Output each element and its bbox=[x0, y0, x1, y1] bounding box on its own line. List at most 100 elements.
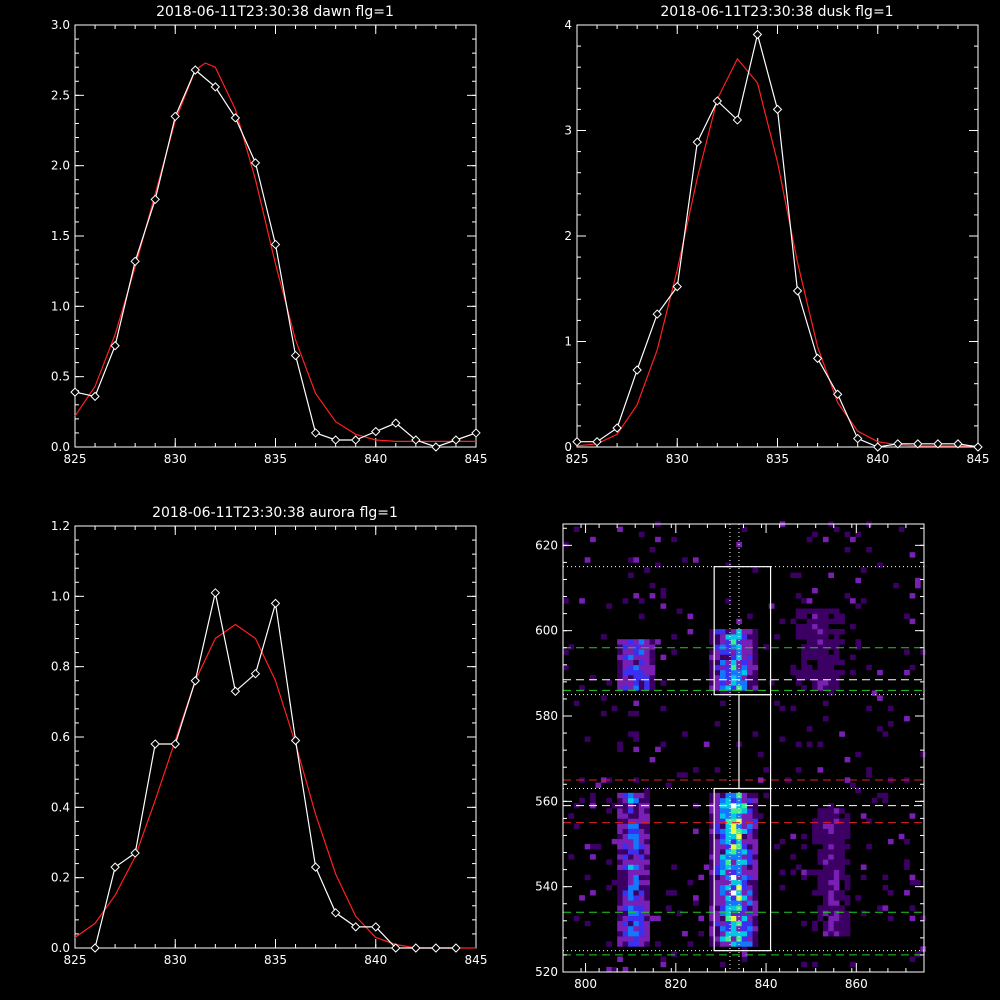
heatmap-cell bbox=[633, 915, 640, 922]
heatmap-cell bbox=[725, 890, 732, 896]
dawn-data-point bbox=[411, 435, 421, 445]
heatmap-cell bbox=[709, 828, 715, 834]
heatmap-cell bbox=[671, 649, 677, 655]
dusk-data-point bbox=[632, 365, 642, 375]
heatmap-x-tick-label: 800 bbox=[574, 977, 597, 991]
heatmap-y-tick-label: 620 bbox=[535, 538, 558, 552]
heatmap-cell bbox=[628, 818, 634, 824]
heatmap-cell bbox=[617, 741, 623, 747]
heatmap-cell bbox=[871, 797, 878, 804]
heatmap-cell bbox=[806, 664, 813, 671]
heatmap-cell bbox=[649, 639, 656, 645]
heatmap-cell bbox=[828, 828, 834, 834]
heatmap-cell bbox=[779, 736, 786, 742]
heatmap-cell bbox=[741, 874, 748, 881]
heatmap-cell bbox=[839, 849, 845, 855]
heatmap-cell bbox=[752, 818, 759, 824]
heatmap-cell bbox=[725, 920, 732, 927]
heatmap-cell bbox=[833, 526, 840, 532]
heatmap-cell bbox=[736, 675, 742, 681]
heatmap-cell bbox=[622, 849, 629, 855]
heatmap-cell bbox=[752, 874, 759, 881]
heatmap-cell bbox=[839, 869, 845, 875]
heatmap-cell bbox=[649, 644, 656, 650]
heatmap-cell bbox=[671, 864, 677, 870]
heatmap-cell bbox=[638, 859, 645, 865]
heatmap-cell bbox=[801, 654, 807, 660]
heatmap-cell bbox=[725, 634, 732, 640]
dawn-y-tick-label: 3.0 bbox=[51, 18, 70, 32]
heatmap-cell bbox=[714, 818, 721, 824]
heatmap-cell bbox=[828, 844, 834, 850]
heatmap-cell bbox=[752, 644, 759, 650]
heatmap-cell bbox=[855, 531, 862, 538]
heatmap-cell bbox=[622, 900, 629, 906]
heatmap-cell bbox=[822, 833, 829, 840]
heatmap-cell bbox=[752, 900, 759, 906]
heatmap-cell bbox=[644, 567, 650, 573]
heatmap-cell bbox=[817, 654, 824, 660]
heatmap-cell bbox=[611, 705, 618, 712]
heatmap-cell bbox=[720, 659, 726, 666]
heatmap-cell bbox=[579, 598, 585, 604]
heatmap-cell bbox=[822, 664, 829, 671]
heatmap-cell bbox=[752, 885, 759, 891]
heatmap-cell bbox=[828, 900, 834, 906]
heatmap-cell bbox=[882, 885, 889, 891]
heatmap-cell bbox=[806, 623, 813, 630]
heatmap-cell bbox=[817, 675, 824, 681]
heatmap-cell bbox=[638, 936, 645, 942]
heatmap-cell bbox=[649, 659, 656, 666]
heatmap-cell bbox=[682, 772, 688, 778]
heatmap-cell bbox=[622, 905, 629, 911]
dawn-data-point bbox=[150, 194, 160, 205]
heatmap-cell bbox=[709, 854, 715, 860]
heatmap-cell bbox=[709, 808, 715, 814]
heatmap-cell bbox=[622, 838, 629, 845]
heatmap-cell bbox=[655, 941, 661, 947]
heatmap-cell bbox=[730, 649, 737, 655]
heatmap-cell bbox=[822, 895, 829, 901]
heatmap-cell bbox=[828, 813, 834, 819]
heatmap-cell bbox=[752, 629, 759, 635]
heatmap-cell bbox=[801, 608, 807, 614]
heatmap-cell bbox=[725, 823, 732, 829]
heatmap-cell bbox=[611, 879, 618, 886]
heatmap-cell bbox=[644, 905, 650, 911]
heatmap-cell bbox=[752, 731, 759, 737]
heatmap-cell bbox=[709, 664, 715, 671]
heatmap-cell bbox=[844, 777, 851, 783]
heatmap-cell bbox=[828, 669, 834, 676]
heatmap-cell bbox=[839, 890, 845, 896]
aurora-y-tick-label: 0.0 bbox=[51, 941, 70, 955]
heatmap-cell bbox=[617, 905, 623, 911]
heatmap-cell bbox=[725, 649, 732, 655]
aurora-data-point bbox=[110, 862, 120, 872]
heatmap-cell bbox=[725, 803, 732, 809]
heatmap-cell bbox=[817, 669, 824, 676]
heatmap-cell bbox=[817, 885, 824, 891]
heatmap-cell bbox=[638, 639, 645, 645]
heatmap-cell bbox=[644, 797, 650, 804]
dawn-data-point bbox=[371, 426, 381, 437]
heatmap-cell bbox=[633, 731, 640, 737]
heatmap-cell bbox=[795, 593, 802, 599]
heatmap-cell bbox=[644, 828, 650, 834]
heatmap-cell bbox=[622, 931, 629, 937]
heatmap-cell bbox=[817, 813, 824, 819]
heatmap-cell bbox=[828, 803, 834, 809]
heatmap-cell bbox=[741, 915, 748, 922]
heatmap-cell bbox=[887, 705, 894, 712]
heatmap-cell bbox=[795, 572, 802, 578]
heatmap-cell bbox=[709, 874, 715, 881]
heatmap-cell bbox=[741, 639, 748, 645]
heatmap-cell bbox=[752, 797, 759, 804]
heatmap-cell bbox=[839, 669, 845, 676]
heatmap-cell bbox=[741, 910, 748, 916]
heatmap-cell bbox=[725, 879, 732, 886]
heatmap-cell bbox=[839, 613, 845, 619]
heatmap-cell bbox=[850, 598, 856, 604]
heatmap-cell bbox=[812, 685, 818, 691]
heatmap-cell bbox=[833, 639, 840, 645]
